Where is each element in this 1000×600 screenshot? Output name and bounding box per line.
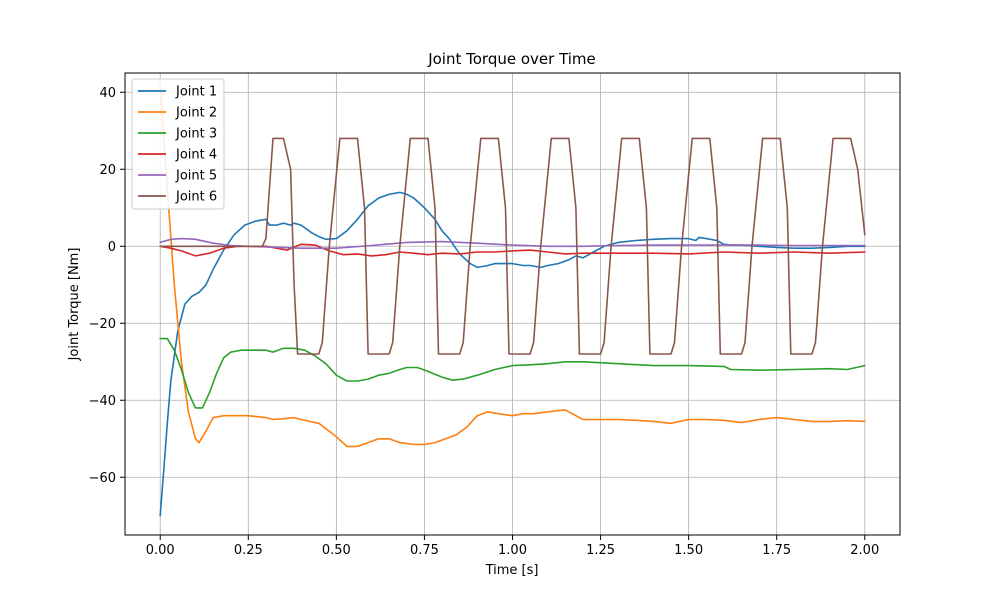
x-axis-label: Time [s] — [485, 563, 539, 578]
legend-label-joint-6: Joint 6 — [175, 190, 217, 205]
y-axis: −60 −40 −20 0 20 40 — [89, 86, 125, 486]
grid-lines — [125, 73, 900, 535]
legend-label-joint-2: Joint 2 — [175, 106, 217, 121]
y-tick-label: 40 — [99, 86, 116, 101]
series-line-joint-2 — [159, 83, 866, 448]
series-line-joint-5 — [159, 237, 866, 249]
y-tick-label: 0 — [108, 240, 116, 255]
x-tick-label: 1.50 — [674, 543, 703, 558]
series-layer — [159, 83, 866, 517]
series-line-joint-1 — [159, 191, 866, 517]
x-tick-label: 0.75 — [410, 543, 439, 558]
chart-title: Joint Torque over Time — [427, 50, 596, 68]
legend-label-joint-4: Joint 4 — [175, 148, 217, 163]
legend-label-joint-5: Joint 5 — [175, 169, 217, 184]
y-tick-label: −40 — [89, 394, 116, 409]
x-tick-label: 1.00 — [498, 543, 527, 558]
legend-label-joint-3: Joint 3 — [175, 127, 217, 142]
x-tick-label: 0.50 — [322, 543, 351, 558]
x-tick-label: 0.25 — [234, 543, 263, 558]
y-tick-label: 20 — [99, 163, 116, 178]
x-tick-label: 1.25 — [586, 543, 615, 558]
y-tick-label: −60 — [89, 471, 116, 486]
x-tick-label: 1.75 — [762, 543, 791, 558]
series-line-joint-3 — [159, 337, 866, 409]
x-tick-label: 2.00 — [850, 543, 879, 558]
y-axis-label: Joint Torque [Nm] — [67, 248, 82, 362]
x-tick-label: 0.00 — [146, 543, 175, 558]
series-line-joint-6 — [159, 137, 866, 355]
x-axis: 0.00 0.25 0.50 0.75 1.00 1.25 1.50 1.75 2.00 — [146, 535, 879, 558]
legend-label-joint-1: Joint 1 — [175, 85, 217, 100]
legend: Joint 1 Joint 2 Joint 3 Joint 4 Joint 5 Joint… — [131, 78, 225, 210]
y-tick-label: −20 — [89, 317, 116, 332]
